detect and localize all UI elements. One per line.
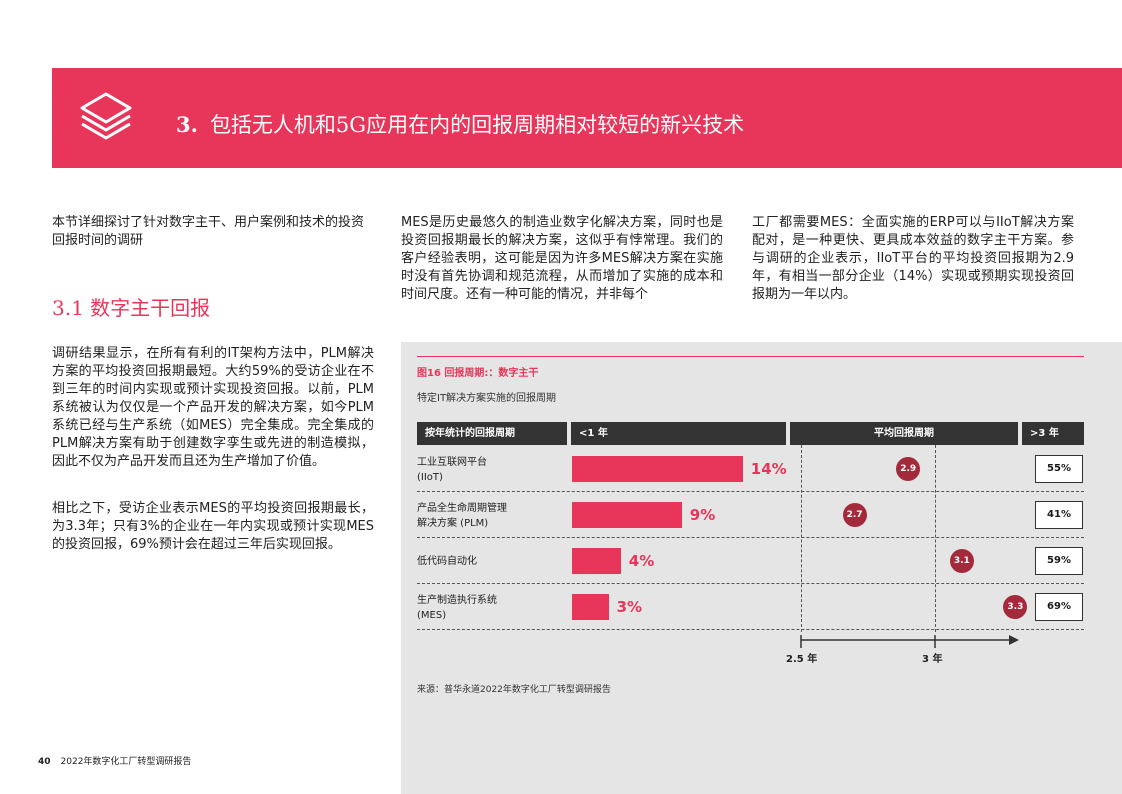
column-2-text: MES是历史最悠久的制造业数字化解决方案，同时也是投资回报期最长的解决方案，这似… (401, 214, 723, 304)
row-label-line: (MES) (417, 610, 447, 621)
figure-source: 来源：普华永道2022年数字化工厂转型调研报告 (417, 685, 611, 695)
row-label: 工业互联网平台 (IIoT) (417, 455, 487, 485)
bar-lt1 (572, 594, 609, 620)
column-3-text: 工厂都需要MES：全面实施的ERP可以与IIoT解决方案配对，是一种更快、更具成… (752, 214, 1074, 304)
page-number: 40 (38, 757, 51, 767)
row-label-line: 低代码自动化 (417, 556, 477, 567)
figure-panel (401, 342, 1122, 794)
banner-number: 3. (176, 112, 198, 137)
banner-title: 3. 包括无人机和5G应用在内的回报周期相对较短的新兴技术 (176, 109, 744, 139)
row-label-line: 解决方案 (PLM) (417, 518, 489, 529)
row-label: 生产制造执行系统 (MES) (417, 593, 497, 623)
avg-marker: 2.9 (896, 457, 921, 481)
row-label-line: 产品全生命周期管理 (417, 503, 507, 514)
row-label-line: 工业互联网平台 (417, 457, 487, 468)
header-banner (52, 68, 1122, 168)
layers-icon (80, 92, 132, 140)
figure-title: 图16 回报周期:：数字主干 (417, 368, 539, 379)
section-paragraph-2: 相比之下，受访企业表示MES的平均投资回报期最长，为3.3年；只有3%的企业在一… (52, 501, 374, 552)
bar-lt1 (572, 548, 621, 574)
gt3-value-box: 55% (1035, 455, 1083, 483)
axis-tick-3: 3 年 (922, 654, 943, 665)
page-footer: 40 2022年数字化工厂转型调研报告 (38, 754, 191, 767)
bar-lt1 (572, 502, 682, 528)
intro-text: 本节详细探讨了针对数字主干、用户案例和技术的投资回报时间的调研 (52, 214, 374, 250)
row-divider (417, 491, 1084, 492)
header-lt1: <1 年 (571, 422, 786, 445)
row-divider (417, 629, 1084, 630)
row-divider (417, 537, 1084, 538)
bar-value-label: 14% (750, 460, 787, 478)
row-label-line: 生产制造执行系统 (417, 595, 497, 606)
gt3-value-box: 41% (1035, 501, 1083, 529)
section-title: 3.1 数字主干回报 (52, 296, 211, 320)
bar-value-label: 3% (616, 598, 643, 616)
gt3-value-box: 69% (1035, 593, 1083, 621)
header-avg: 平均回报周期 (790, 422, 1018, 445)
header-category: 按年统计的回报周期 (417, 422, 567, 445)
banner-title-text: 包括无人机和5G应用在内的回报周期相对较短的新兴技术 (209, 113, 745, 137)
avg-gridline (935, 445, 936, 632)
intro-paragraph: 本节详细探讨了针对数字主干、用户案例和技术的投资回报时间的调研 (52, 215, 365, 248)
row-label: 低代码自动化 (417, 554, 477, 569)
figure-subtitle: 特定IT解决方案实施的回报周期 (417, 393, 557, 404)
bar-value-label: 4% (628, 552, 655, 570)
row-label-line: (IIoT) (417, 472, 443, 483)
gt3-value-box: 59% (1035, 547, 1083, 575)
avg-gridline (801, 445, 802, 632)
row-label: 产品全生命周期管理 解决方案 (PLM) (417, 501, 507, 531)
row-divider (417, 583, 1084, 584)
column-3-paragraph: 工厂都需要MES：全面实施的ERP可以与IIoT解决方案配对，是一种更快、更具成… (752, 215, 1074, 302)
bar-lt1 (572, 456, 743, 482)
bar-value-label: 9% (689, 506, 716, 524)
avg-marker: 2.7 (842, 503, 867, 527)
x-axis (800, 635, 1019, 648)
column-2-paragraph: MES是历史最悠久的制造业数字化解决方案，同时也是投资回报期最长的解决方案，这似… (401, 215, 723, 302)
avg-marker: 3.3 (1003, 595, 1028, 619)
header-gt3: >3 年 (1022, 422, 1084, 445)
avg-marker: 3.1 (949, 549, 974, 573)
axis-tick-2-5: 2.5 年 (786, 654, 818, 665)
footer-text: 2022年数字化工厂转型调研报告 (60, 757, 192, 767)
figure-rule (417, 356, 1084, 357)
section-paragraph-1: 调研结果显示，在所有有利的IT架构方法中，PLM解决方案的平均投资回报期最短。大… (52, 346, 374, 469)
